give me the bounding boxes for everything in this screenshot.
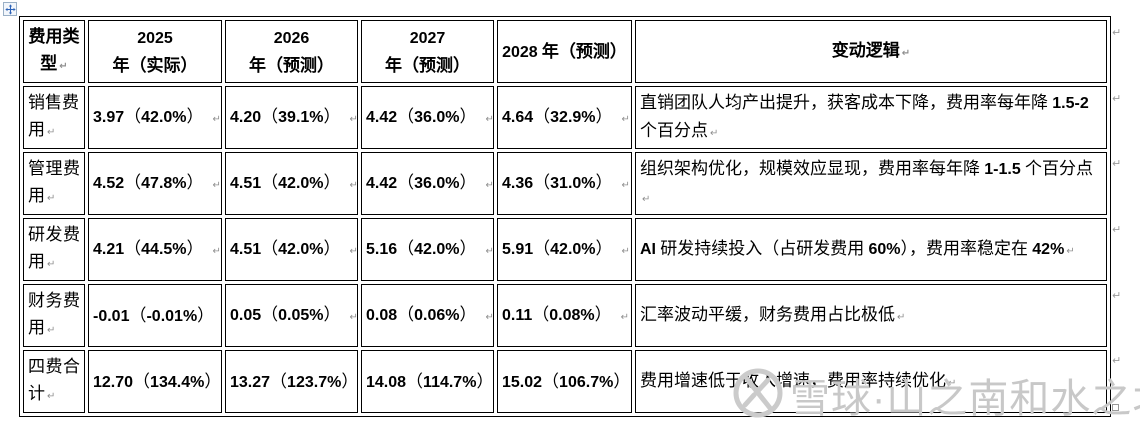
table-row-admin: 管理费用 ↵ 4.52（47.8%） ↵ 4.51（42.0%） ↵ 4.42（36.…: [23, 152, 1107, 215]
value-cell[interactable]: 4.52（47.8%） ↵: [88, 152, 222, 215]
header-2026[interactable]: 2026 年（预测）: [225, 20, 358, 83]
paragraph-mark: ↵: [710, 127, 719, 139]
table-row-sales: 销售费用 ↵ 3.97（42.0%） ↵ 4.20（39.1%） ↵ 4.42（36.…: [23, 86, 1107, 149]
paragraph-mark: ↵: [59, 61, 68, 72]
paragraph-mark: ↵: [621, 179, 630, 191]
value-cell[interactable]: 4.51（42.0%） ↵: [225, 218, 358, 281]
table-row-finance: 财务费用 ↵ -0.01（-0.01%） 0.05（0.05%） ↵ 0.08（0.…: [23, 284, 1107, 347]
value-cell[interactable]: 13.27（123.7%）: [225, 350, 358, 413]
paragraph-mark: ↵: [349, 113, 358, 125]
header-2025[interactable]: 2025 年（实际）: [88, 20, 222, 83]
label-cell[interactable]: 研发费用 ↵: [23, 218, 85, 281]
paragraph-mark: ↵: [47, 127, 56, 138]
expense-forecast-table: 费用类型 ↵ 2025 年（实际） 2026 年（预测） 2027 年（预测） 2…: [19, 16, 1111, 417]
paragraph-mark: ↵: [47, 193, 56, 204]
paragraph-mark: ↵: [349, 179, 358, 191]
row-end-mark: ↵: [1112, 92, 1122, 105]
paragraph-mark: ↵: [485, 179, 494, 191]
row-end-mark: ↵: [1112, 26, 1122, 39]
header-change-logic[interactable]: 变动逻辑 ↵: [635, 20, 1107, 83]
paragraph-mark: ↵: [901, 47, 911, 59]
paragraph-mark: ↵: [47, 391, 56, 402]
table-move-handle[interactable]: [3, 2, 17, 16]
logic-cell[interactable]: 直销团队人均产出提升，获客成本下降，费用率每年降 1.5-2 个百分点 ↵: [635, 86, 1107, 149]
paragraph-mark: ↵: [349, 311, 358, 323]
value-cell[interactable]: 15.02（106.7%）: [497, 350, 632, 413]
label-cell[interactable]: 管理费用 ↵: [23, 152, 85, 215]
label-cell[interactable]: 四费合计 ↵: [23, 350, 85, 413]
table-row-total: 四费合计 ↵ 12.70（134.4%） 13.27（123.7%） 14.08（…: [23, 350, 1107, 413]
logic-cell[interactable]: 组织架构优化，规模效应显现，费用率每年降 1-1.5 个百分点↵: [635, 152, 1107, 215]
value-cell[interactable]: 3.97（42.0%） ↵: [88, 86, 222, 149]
row-end-mark: ↵: [1112, 157, 1122, 170]
header-2028[interactable]: 2028 年（预测）: [497, 20, 632, 83]
value-cell[interactable]: 0.11（0.08%） ↵: [497, 284, 632, 347]
paragraph-mark: ↵: [485, 311, 494, 323]
value-cell[interactable]: 5.16（42.0%） ↵: [361, 218, 494, 281]
value-cell[interactable]: 4.21（44.5%） ↵: [88, 218, 222, 281]
paragraph-mark: ↵: [212, 179, 221, 191]
value-cell[interactable]: 5.91（42.0%） ↵: [497, 218, 632, 281]
value-cell[interactable]: 4.20（39.1%） ↵: [225, 86, 358, 149]
paragraph-mark: ↵: [620, 311, 630, 323]
paragraph-mark: ↵: [47, 325, 56, 336]
value-cell[interactable]: 4.42（36.0%） ↵: [361, 86, 494, 149]
value-cell[interactable]: 14.08（114.7%）: [361, 350, 494, 413]
header-expense-type[interactable]: 费用类型 ↵: [23, 20, 85, 83]
value-cell[interactable]: 0.08（0.06%） ↵: [361, 284, 494, 347]
value-cell[interactable]: 4.51（42.0%） ↵: [225, 152, 358, 215]
value-cell[interactable]: 4.42（36.0%） ↵: [361, 152, 494, 215]
value-cell[interactable]: -0.01（-0.01%）: [88, 284, 222, 347]
row-end-mark: ↵: [1112, 223, 1122, 236]
paragraph-mark: ↵: [621, 113, 630, 125]
paragraph-mark: ↵: [1066, 245, 1075, 257]
table-header-row: 费用类型 ↵ 2025 年（实际） 2026 年（预测） 2027 年（预测） 2…: [23, 20, 1107, 83]
header-2027[interactable]: 2027 年（预测）: [361, 20, 494, 83]
label-cell[interactable]: 销售费用 ↵: [23, 86, 85, 149]
label-cell[interactable]: 财务费用 ↵: [23, 284, 85, 347]
paragraph-mark: ↵: [212, 113, 221, 125]
paragraph-mark: ↵: [212, 245, 221, 257]
logic-cell[interactable]: 汇率波动平缓，财务费用占比极低 ↵: [635, 284, 1107, 347]
table-row-rnd: 研发费用 ↵ 4.21（44.5%） ↵ 4.51（42.0%） ↵ 5.16（42.…: [23, 218, 1107, 281]
table-resize-handle[interactable]: [1112, 404, 1119, 411]
logic-cell[interactable]: AI 研发持续投入（占研发费用 60%），费用率稳定在 42% ↵: [635, 218, 1107, 281]
value-cell[interactable]: 0.05（0.05%） ↵: [225, 284, 358, 347]
paragraph-mark: ↵: [621, 245, 630, 257]
paragraph-mark: ↵: [642, 193, 651, 205]
value-cell[interactable]: 4.36（31.0%） ↵: [497, 152, 632, 215]
value-cell[interactable]: 4.64（32.9%） ↵: [497, 86, 632, 149]
value-cell[interactable]: 12.70（134.4%）: [88, 350, 222, 413]
paragraph-mark: ↵: [485, 245, 494, 257]
row-end-mark: ↵: [1112, 354, 1122, 367]
row-end-mark: ↵: [1112, 289, 1122, 302]
paragraph-mark: ↵: [485, 113, 494, 125]
move-arrows-icon: [4, 3, 16, 15]
logic-cell[interactable]: 费用增速低于收入增速，费用率持续优化 ↵: [635, 350, 1107, 413]
paragraph-mark: ↵: [948, 377, 957, 389]
paragraph-mark: ↵: [349, 245, 358, 257]
paragraph-mark: ↵: [47, 259, 56, 270]
paragraph-mark: ↵: [897, 311, 906, 323]
